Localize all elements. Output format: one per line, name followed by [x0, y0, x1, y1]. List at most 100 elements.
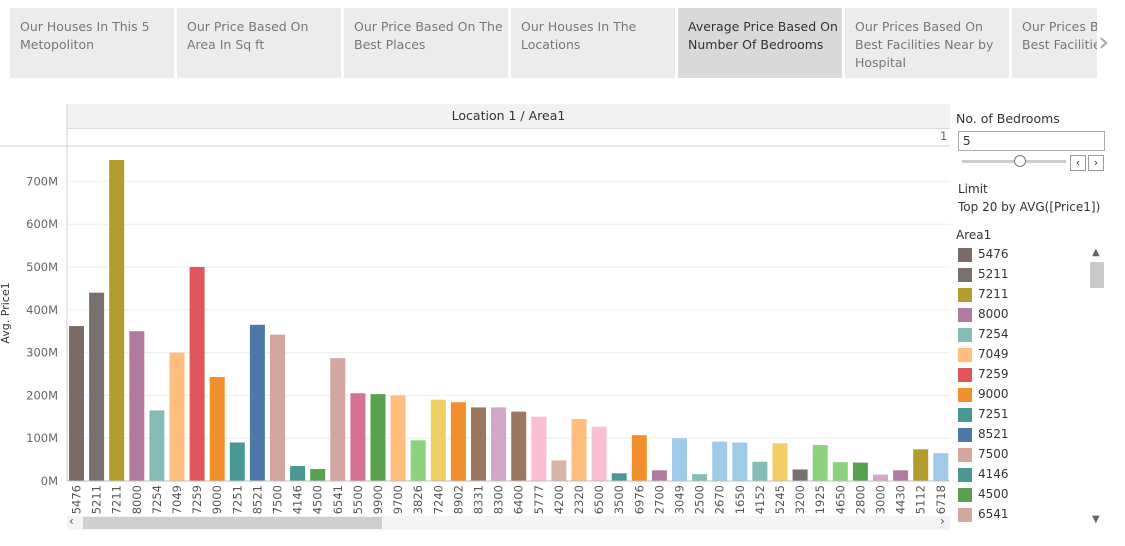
chevron-right-icon[interactable]: › — [1098, 25, 1110, 58]
y-tick-label: 0M — [41, 474, 58, 488]
x-tick-label: 9900 — [371, 485, 385, 514]
y-tick-label: 200M — [26, 388, 58, 402]
legend-scroll-up-icon[interactable]: ▲ — [1092, 247, 1100, 258]
legend-swatch — [958, 488, 972, 502]
panel-header-title: Location 1 / Area1 — [451, 108, 566, 123]
legend-swatch — [958, 428, 972, 442]
bar — [310, 469, 326, 481]
bar — [792, 469, 808, 481]
x-tick-label: 5777 — [532, 485, 546, 514]
bar — [270, 334, 285, 481]
bedrooms-input[interactable]: 5 — [958, 131, 1105, 151]
tab-6[interactable]: Our Prices Based On Best Facilities Near… — [845, 8, 1009, 78]
x-tick-label: 7251 — [230, 485, 244, 514]
tab-3[interactable]: Our Price Based On The Best Places — [344, 8, 508, 78]
legend-label: 7211 — [978, 287, 1009, 301]
legend-scrollbar[interactable] — [1089, 246, 1105, 526]
bedrooms-slider-track[interactable] — [962, 160, 1066, 163]
y-tick-label: 400M — [26, 303, 58, 317]
bar — [873, 474, 888, 481]
bedrooms-filter-title: No. of Bedrooms — [956, 111, 1060, 126]
x-tick-label: 8000 — [130, 485, 144, 514]
x-tick-label: 7211 — [110, 485, 124, 514]
x-tick-label: 8300 — [492, 485, 506, 514]
legend-swatch — [958, 468, 972, 482]
x-tick-label: 5500 — [351, 485, 365, 514]
legend-label: 8521 — [978, 427, 1009, 441]
bar — [189, 267, 205, 481]
bar — [350, 393, 366, 481]
x-tick-label: 4500 — [311, 485, 325, 514]
horizontal-scroll-thumb[interactable] — [83, 517, 382, 529]
tab-5[interactable]: Average Price Based On Number Of Bedroom… — [678, 8, 842, 78]
bar — [390, 395, 406, 481]
legend-scroll-thumb[interactable] — [1090, 262, 1104, 288]
x-tick-label: 6500 — [592, 485, 606, 514]
legend-label: 7259 — [978, 367, 1009, 381]
legend-swatch — [958, 328, 972, 342]
bar — [109, 160, 125, 481]
bar — [491, 407, 507, 481]
bar — [611, 473, 627, 481]
scroll-left-icon[interactable]: ‹ — [69, 514, 74, 528]
x-tick-label: 3826 — [411, 485, 425, 514]
x-tick-label: 6400 — [512, 485, 526, 514]
bar — [732, 442, 748, 481]
bar — [772, 443, 788, 481]
x-tick-label: 7259 — [190, 485, 204, 514]
legend-swatch — [958, 268, 972, 282]
x-tick-label: 1925 — [813, 485, 827, 514]
legend-label: 5476 — [978, 247, 1009, 261]
bar — [169, 352, 185, 481]
bar — [933, 453, 949, 481]
bar — [631, 435, 647, 481]
y-tick-label: 500M — [26, 260, 58, 274]
dashboard-tabs: Our Houses In This 5 Metopoliton Our Pric… — [10, 8, 1097, 78]
panel-header-value: 1 — [940, 129, 948, 143]
area-legend: 5476 5211 7211 8000 7254 7049 7259 9000 7251 8521… — [958, 246, 1088, 526]
tab-2[interactable]: Our Price Based On Area In Sq ft — [177, 8, 341, 78]
x-tick-label: 6718 — [934, 485, 948, 514]
scroll-right-icon[interactable]: › — [940, 514, 945, 528]
x-tick-label: 2800 — [853, 485, 867, 514]
x-tick-label: 5211 — [90, 485, 104, 514]
x-tick-label: 7254 — [150, 485, 164, 514]
x-tick-label: 3000 — [874, 485, 888, 514]
limit-value: Top 20 by AVG([Price1]) — [958, 200, 1101, 214]
legend-label: 7251 — [978, 407, 1009, 421]
x-tick-label: 7049 — [170, 485, 184, 514]
bedrooms-next-button[interactable]: › — [1088, 155, 1104, 171]
legend-swatch — [958, 288, 972, 302]
x-tick-label: 4152 — [753, 485, 767, 514]
x-tick-label: 3049 — [673, 485, 687, 514]
tab-1[interactable]: Our Houses In This 5 Metopoliton — [10, 8, 174, 78]
legend-swatch — [958, 348, 972, 362]
bar — [531, 416, 547, 481]
bar — [410, 440, 426, 481]
legend-label: 4500 — [978, 487, 1009, 501]
bar — [330, 358, 346, 481]
legend-label: 9000 — [978, 387, 1009, 401]
x-tick-label: 5112 — [914, 485, 928, 514]
bar — [149, 410, 165, 481]
legend-scroll-down-icon[interactable]: ▼ — [1092, 514, 1100, 525]
legend-swatch — [958, 508, 972, 522]
x-tick-label: 6976 — [632, 485, 646, 514]
x-tick-label: 8902 — [451, 485, 465, 514]
x-tick-label: 4430 — [894, 485, 908, 514]
bedrooms-slider-thumb[interactable] — [1014, 155, 1027, 167]
bar — [812, 445, 828, 481]
bar — [370, 394, 386, 481]
bar — [692, 474, 708, 481]
bar — [752, 461, 768, 481]
tab-4[interactable]: Our Houses In The Locations — [511, 8, 675, 78]
x-tick-label: 7500 — [271, 485, 285, 514]
x-tick-label: 6541 — [331, 485, 345, 514]
bar — [551, 460, 567, 481]
tab-7[interactable]: Our Prices Based On Best Facilities Near… — [1012, 8, 1097, 78]
limit-label: Limit — [958, 182, 988, 196]
bedrooms-prev-button[interactable]: ‹ — [1070, 155, 1086, 171]
bar — [290, 466, 306, 481]
bar — [511, 411, 527, 481]
x-tick-label: 4200 — [552, 485, 566, 514]
